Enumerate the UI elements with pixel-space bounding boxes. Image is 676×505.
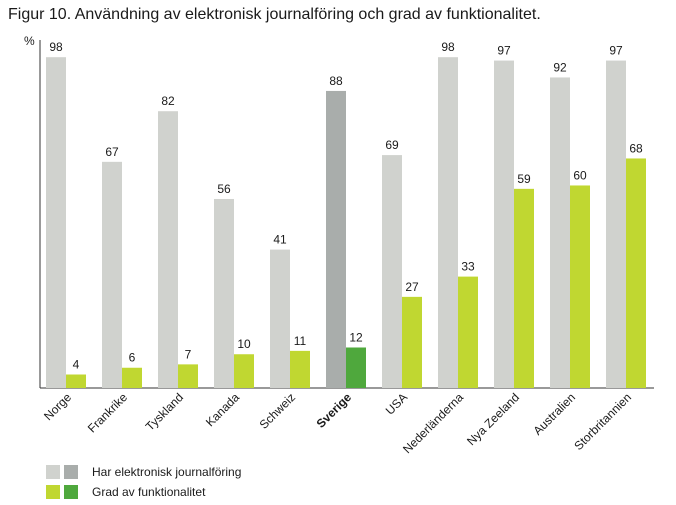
y-axis-label: % — [24, 34, 35, 48]
bar-funktionalitet-10 — [626, 158, 646, 388]
data-label: 88 — [329, 74, 343, 88]
x-tick-label: Nya Zeeland — [464, 390, 522, 448]
bar-funktionalitet-9 — [570, 185, 590, 388]
x-tick-label: Australien — [530, 390, 578, 438]
legend-swatch-highlight — [64, 485, 78, 499]
bar-funktionalitet-4 — [290, 350, 310, 388]
data-label: 60 — [573, 168, 587, 182]
x-tick-label: Storbritannien — [571, 390, 634, 453]
legend-swatch — [46, 465, 60, 479]
x-tick-label: Nederländerna — [400, 390, 466, 456]
legend-item-series-2: Grad av funktionalitet — [46, 482, 241, 502]
legend: Har elektronisk journalföring Grad av fu… — [46, 462, 241, 502]
bar-funktionalitet-2 — [178, 364, 198, 388]
bar-journal-8 — [494, 60, 514, 388]
chart-title: Figur 10. Användning av elektronisk jour… — [8, 6, 541, 23]
data-label: 4 — [73, 357, 80, 371]
bar-journal-2 — [158, 111, 178, 388]
data-label: 97 — [609, 44, 623, 58]
x-tick-label: Schweiz — [257, 390, 298, 431]
data-label: 82 — [161, 94, 175, 108]
data-label: 59 — [517, 172, 531, 186]
legend-swatch-highlight — [64, 465, 78, 479]
bar-journal-0 — [46, 57, 66, 389]
bar-funktionalitet-3 — [234, 354, 254, 388]
data-label: 12 — [349, 330, 363, 344]
data-label: 97 — [497, 44, 511, 58]
x-tick-label: USA — [383, 390, 410, 417]
bar-funktionalitet-5 — [346, 347, 366, 388]
legend-label: Grad av funktionalitet — [92, 485, 206, 499]
x-tick-label: Tyskland — [143, 390, 186, 433]
x-tick-label: Frankrike — [85, 390, 130, 435]
x-tick-label: Kanada — [203, 390, 242, 429]
data-label: 33 — [461, 260, 475, 274]
data-label: 27 — [405, 280, 419, 294]
bar-journal-5 — [326, 90, 346, 388]
bar-journal-4 — [270, 249, 290, 388]
data-label: 56 — [217, 182, 231, 196]
data-label: 67 — [105, 145, 119, 159]
data-label: 7 — [185, 347, 192, 361]
data-label: 69 — [385, 138, 399, 152]
data-label: 92 — [553, 60, 567, 74]
bar-funktionalitet-7 — [458, 276, 478, 388]
bar-journal-3 — [214, 198, 234, 388]
data-label: 10 — [237, 337, 251, 351]
legend-label: Har elektronisk journalföring — [92, 465, 242, 479]
x-tick-label: Norge — [41, 390, 74, 423]
data-label: 41 — [273, 233, 287, 247]
data-label: 11 — [294, 334, 307, 348]
legend-swatch — [46, 485, 60, 499]
data-label: 98 — [441, 40, 455, 54]
bar-funktionalitet-1 — [122, 367, 142, 388]
data-label: 68 — [629, 141, 643, 155]
bar-funktionalitet-0 — [66, 374, 86, 388]
x-tick-label: Sverige — [314, 390, 355, 431]
bar-journal-10 — [606, 60, 626, 388]
bar-journal-9 — [550, 77, 570, 389]
data-label: 98 — [49, 40, 63, 54]
bars-group — [46, 57, 646, 389]
bar-journal-1 — [102, 161, 122, 388]
bar-funktionalitet-6 — [402, 296, 422, 388]
bar-journal-7 — [438, 57, 458, 389]
bar-journal-6 — [382, 155, 402, 388]
data-label: 6 — [129, 351, 136, 365]
legend-item-series-1: Har elektronisk journalföring — [46, 462, 241, 482]
bar-funktionalitet-8 — [514, 188, 534, 388]
